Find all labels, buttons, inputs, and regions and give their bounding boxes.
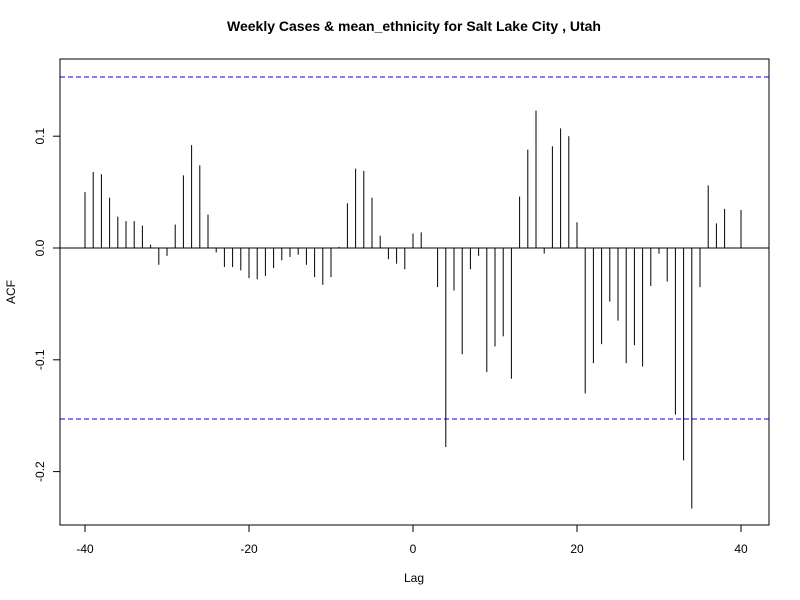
y-tick-label: -0.1 — [33, 349, 47, 370]
x-tick-label: 20 — [570, 542, 584, 556]
x-tick-label: -20 — [240, 542, 258, 556]
x-axis-label: Lag — [404, 571, 424, 585]
bars-layer — [60, 76, 769, 509]
plot-frame — [59, 58, 770, 526]
y-tick-label: 0.0 — [33, 239, 47, 256]
chart-title: Weekly Cases & mean_ethnicity for Salt L… — [227, 18, 601, 34]
axes: -40 -20 0 20 40 -0.2 -0.1 0.0 0.1 — [33, 128, 748, 556]
y-axis-label: ACF — [4, 280, 18, 304]
y-tick-label: -0.2 — [33, 461, 47, 482]
x-tick-label: -40 — [76, 542, 94, 556]
x-tick-label: 40 — [734, 542, 748, 556]
y-tick-label: 0.1 — [33, 128, 47, 145]
x-tick-label: 0 — [410, 542, 417, 556]
